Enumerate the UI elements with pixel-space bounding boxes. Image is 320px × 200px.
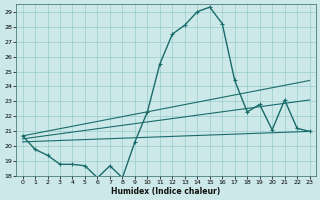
X-axis label: Humidex (Indice chaleur): Humidex (Indice chaleur) [111,187,221,196]
